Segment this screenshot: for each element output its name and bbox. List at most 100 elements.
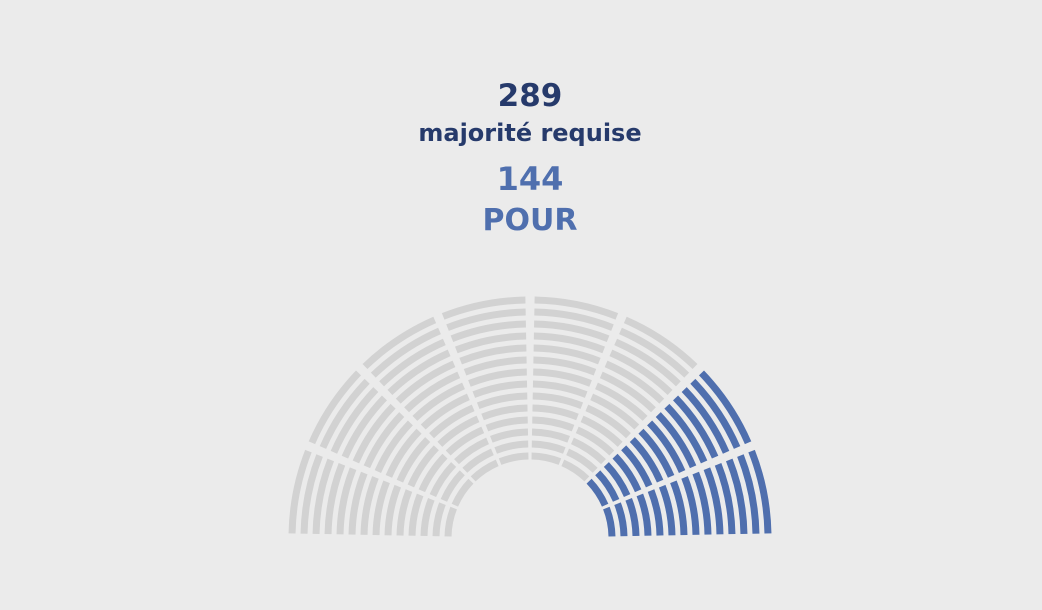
- seat-row: [385, 428, 422, 478]
- seat-row: [481, 404, 528, 421]
- seat-row: [445, 426, 485, 456]
- seat-row-pour: [658, 484, 676, 536]
- seat-row: [533, 356, 597, 376]
- seat-row: [396, 489, 413, 536]
- seat-row: [412, 382, 465, 421]
- seat-row: [451, 478, 474, 507]
- seat-row-pour: [670, 480, 688, 536]
- seat-row: [330, 387, 379, 454]
- vote-number: 144: [497, 160, 564, 198]
- seat-row: [352, 403, 396, 464]
- seat-row-pour: [612, 453, 642, 493]
- seat-row: [590, 393, 640, 430]
- seat-row: [341, 395, 387, 459]
- seat-row-pour: [690, 378, 741, 449]
- seat-row: [575, 426, 615, 456]
- seat-row: [599, 371, 656, 413]
- seat-row-pour: [692, 471, 712, 535]
- seat-row-pour: [614, 502, 628, 537]
- seat-row: [420, 393, 470, 430]
- seat-row-pour: [629, 437, 664, 483]
- seat-row: [561, 459, 590, 482]
- seat-row-pour: [714, 463, 736, 535]
- seat-row: [472, 380, 528, 398]
- seat-row: [384, 484, 402, 536]
- seat-row-pour: [737, 454, 760, 534]
- seat-row: [459, 344, 527, 365]
- seat-row: [363, 412, 405, 469]
- seat-row: [362, 316, 437, 370]
- seat-row: [470, 459, 499, 482]
- seat-row: [595, 382, 648, 421]
- seat-row-pour: [603, 506, 616, 537]
- seat-row-pour: [681, 387, 730, 454]
- vote-label: POUR: [483, 203, 578, 238]
- seat-row-pour: [603, 462, 631, 498]
- seat-row: [532, 404, 579, 421]
- seat-row-pour: [621, 445, 653, 488]
- seat-row: [604, 360, 665, 404]
- seat-row: [531, 452, 562, 465]
- seat-row-pour: [625, 498, 640, 537]
- seat-row: [533, 332, 605, 354]
- seat-row-pour: [664, 403, 708, 464]
- seat-row: [533, 344, 601, 365]
- seat-row: [429, 404, 475, 439]
- seat-row: [498, 452, 529, 465]
- seat-row: [585, 404, 631, 439]
- seat-row: [387, 349, 451, 395]
- seat-row: [379, 338, 446, 387]
- seat-row: [408, 493, 424, 536]
- seat-row: [312, 458, 335, 534]
- seat-row: [396, 437, 431, 483]
- majority-label: majorité requise: [418, 119, 641, 147]
- seat-row: [534, 308, 614, 331]
- seat-row-pour: [647, 420, 686, 473]
- seat-row: [534, 296, 619, 320]
- seat-row: [429, 462, 457, 498]
- seat-row: [468, 368, 527, 387]
- majority-number: 289: [498, 78, 563, 114]
- seat-row-pour: [681, 476, 700, 535]
- seat-row: [619, 327, 690, 378]
- seat-row-pour: [748, 449, 772, 534]
- seat-row: [494, 440, 529, 454]
- seat-row: [336, 467, 357, 535]
- seat-row-pour: [647, 489, 664, 536]
- seat-row: [446, 308, 526, 331]
- seat-row: [531, 440, 566, 454]
- seat-row-pour: [636, 493, 652, 536]
- seat-row: [360, 476, 379, 535]
- seat-row: [614, 338, 681, 387]
- seat-row: [609, 349, 673, 395]
- seat-row-pour: [698, 370, 752, 445]
- hemicycle: [288, 296, 772, 537]
- seat-row: [533, 368, 592, 387]
- seat-row: [440, 470, 465, 502]
- seat-row: [532, 380, 588, 398]
- seat-row-pour: [673, 395, 719, 459]
- seat-row: [580, 415, 623, 447]
- seat-row-pour: [655, 412, 697, 469]
- seat-row: [454, 437, 490, 465]
- seat-row: [288, 449, 312, 534]
- seat-row: [532, 392, 584, 410]
- seat-row-pour: [595, 470, 620, 502]
- seat-row: [395, 360, 456, 404]
- seat-row: [319, 378, 370, 449]
- seat-row: [532, 416, 575, 432]
- seat-row: [372, 480, 390, 536]
- seat-row: [531, 428, 570, 443]
- seat-row: [370, 327, 441, 378]
- seat-row: [441, 296, 526, 320]
- seat-row: [623, 316, 698, 370]
- seat-row: [404, 371, 461, 413]
- seat-row: [476, 392, 528, 410]
- seat-row-pour: [725, 458, 748, 534]
- seat-row: [324, 463, 346, 535]
- seat-row: [348, 471, 368, 535]
- seat-row: [462, 448, 494, 473]
- seat-row: [420, 498, 435, 537]
- seat-row: [437, 415, 480, 447]
